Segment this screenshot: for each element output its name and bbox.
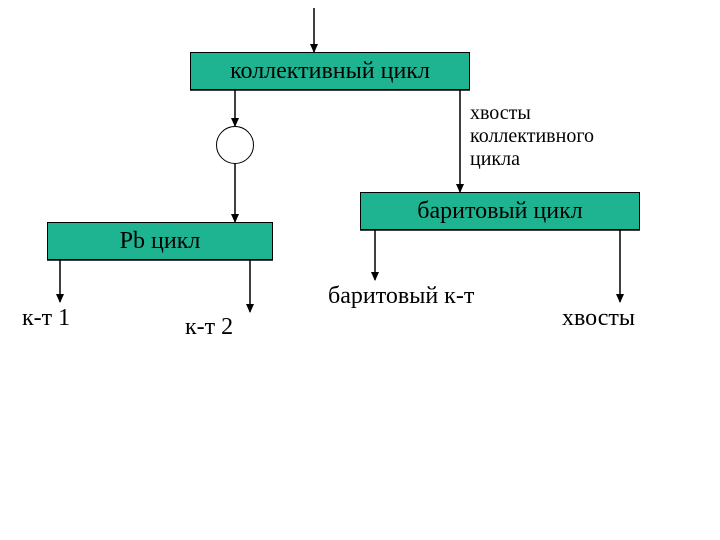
box-barite-label: баритовый цикл bbox=[417, 198, 583, 225]
label-kt2: к-т 2 bbox=[185, 314, 233, 342]
label-tails: хвосты bbox=[562, 305, 635, 333]
label-barite-kt: баритовый к-т bbox=[328, 283, 474, 311]
box-collective-cycle: коллективный цикл bbox=[190, 52, 470, 90]
box-pb-cycle: Pb цикл bbox=[47, 222, 273, 260]
label-tails-collective: хвосты коллективного цикла bbox=[470, 102, 594, 171]
junction-circle bbox=[216, 126, 254, 164]
box-collective-label: коллективный цикл bbox=[230, 58, 430, 85]
label-kt1: к-т 1 bbox=[22, 305, 70, 333]
flowchart-stage: коллективный цикл Pb цикл баритовый цикл… bbox=[0, 0, 720, 540]
box-pb-label: Pb цикл bbox=[120, 228, 201, 255]
box-barite-cycle: баритовый цикл bbox=[360, 192, 640, 230]
